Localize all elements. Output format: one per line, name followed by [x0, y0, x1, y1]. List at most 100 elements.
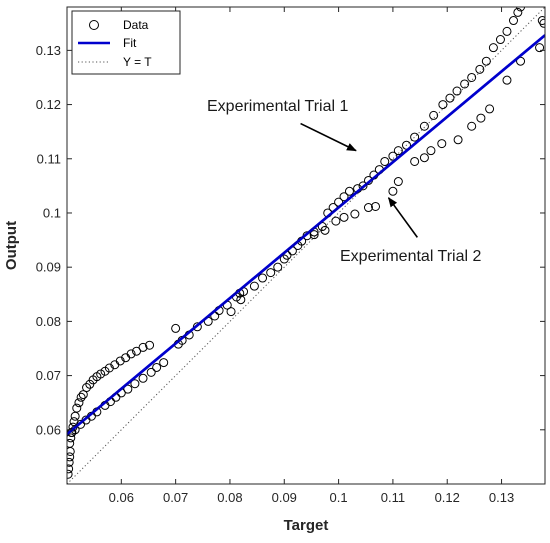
- data-point: [96, 369, 106, 379]
- data-point: [320, 225, 330, 235]
- data-point: [426, 146, 436, 156]
- data-point: [152, 362, 162, 372]
- data-point: [539, 18, 545, 28]
- data-point: [67, 438, 75, 448]
- data-point: [138, 373, 148, 383]
- data-point: [467, 121, 477, 131]
- data-point: [309, 230, 319, 240]
- data-point: [475, 64, 485, 74]
- data-point: [371, 201, 381, 211]
- legend-label: Y = T: [123, 55, 152, 69]
- y-tick-label: 0.13: [36, 43, 61, 58]
- data-point: [67, 464, 74, 474]
- x-tick-label: 0.07: [163, 490, 188, 505]
- data-point: [130, 379, 140, 389]
- x-tick-label: 0.1: [330, 490, 348, 505]
- data-point: [249, 281, 259, 291]
- data-point: [145, 340, 155, 350]
- data-point: [495, 35, 505, 45]
- data-point: [236, 295, 246, 305]
- data-point: [159, 358, 169, 368]
- data-point: [429, 110, 439, 120]
- y-tick-label: 0.08: [36, 314, 61, 329]
- data-point: [380, 156, 390, 166]
- legend-marker-data: [89, 20, 99, 30]
- data-point: [104, 363, 114, 373]
- data-point: [76, 392, 86, 402]
- data-point: [393, 177, 403, 187]
- data-point: [358, 181, 368, 191]
- annotation-label: Experimental Trial 1: [207, 98, 348, 115]
- plot-area: [67, 7, 545, 484]
- annotation-arrow: [300, 122, 357, 152]
- annotation-arrow: [387, 196, 418, 238]
- legend: Data Fit Y = T: [71, 10, 181, 75]
- data-point: [363, 203, 373, 213]
- data-point: [419, 153, 429, 163]
- x-tick-label: 0.13: [489, 490, 514, 505]
- y-tick-label: 0.06: [36, 422, 61, 437]
- x-tick-label: 0.09: [272, 490, 297, 505]
- data-point: [115, 356, 125, 366]
- data-point: [437, 139, 447, 149]
- data-point: [67, 433, 76, 443]
- y-tick-label: 0.1: [43, 205, 61, 220]
- axes-box: [66, 6, 546, 485]
- x-tick-label: 0.12: [435, 490, 460, 505]
- data-point: [485, 104, 495, 114]
- x-tick-label: 0.06: [109, 490, 134, 505]
- y-tick-label: 0.12: [36, 97, 61, 112]
- series-line-y-t: [67, 7, 545, 484]
- y-tick-label: 0.09: [36, 260, 61, 275]
- data-point: [452, 86, 462, 96]
- data-point: [388, 186, 398, 196]
- data-point: [508, 16, 518, 26]
- x-axis-title: Target: [284, 517, 329, 534]
- data-point: [82, 383, 92, 393]
- y-tick-label: 0.11: [37, 151, 61, 166]
- data-point: [516, 7, 526, 12]
- data-point: [67, 469, 73, 479]
- axis-ticks: 0.06 0.07 0.08 0.09 0.1 0.11 0.12 0.13 0.06 0.07 0…: [36, 7, 545, 505]
- data-point: [226, 307, 236, 317]
- data-point: [132, 346, 142, 356]
- data-point: [76, 419, 86, 429]
- legend-label: Fit: [123, 36, 137, 50]
- data-point: [410, 156, 420, 166]
- data-point: [339, 212, 349, 222]
- data-point: [146, 367, 156, 377]
- data-point: [126, 349, 136, 359]
- data-point: [502, 75, 512, 85]
- data-point: [467, 72, 477, 82]
- data-point: [410, 132, 420, 142]
- data-point: [171, 323, 181, 333]
- data-point: [350, 209, 360, 219]
- data-point: [344, 186, 354, 196]
- data-point: [74, 398, 84, 408]
- data-point: [123, 384, 133, 394]
- data-point: [192, 322, 202, 332]
- data-point: [419, 121, 429, 131]
- y-tick-label: 0.07: [36, 368, 61, 383]
- data-point: [476, 113, 486, 123]
- data-point: [502, 26, 512, 36]
- data-point: [266, 268, 276, 278]
- data-point: [535, 43, 545, 53]
- annotation-label: Experimental Trial 2: [340, 248, 481, 265]
- data-point: [453, 135, 463, 145]
- data-point: [537, 16, 545, 26]
- annotations: Experimental Trial 1 Experimental Trial 2: [207, 98, 481, 265]
- data-point: [481, 56, 491, 66]
- data-point: [258, 273, 268, 283]
- data-point: [438, 100, 448, 110]
- data-point: [273, 262, 283, 272]
- data-point: [488, 43, 498, 53]
- data-point: [388, 151, 398, 161]
- data-point: [138, 342, 148, 352]
- data-point: [393, 146, 403, 156]
- data-point: [72, 403, 82, 413]
- fit-line-overlay: [67, 34, 545, 436]
- x-tick-label: 0.08: [217, 490, 242, 505]
- data-point: [445, 93, 455, 103]
